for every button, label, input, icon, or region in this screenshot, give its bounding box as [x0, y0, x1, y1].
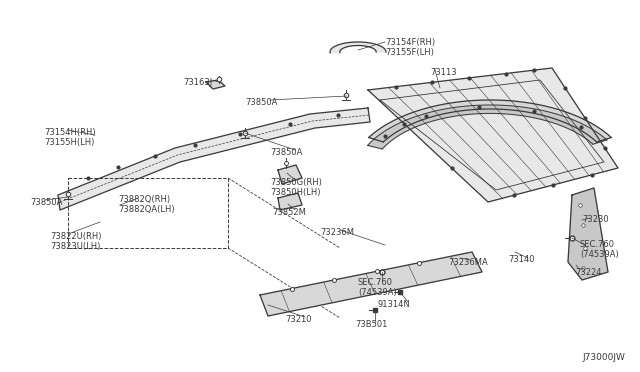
Text: SEC.760
(74539A): SEC.760 (74539A) — [358, 278, 397, 297]
Text: 73236M: 73236M — [320, 228, 354, 237]
Text: 91314N: 91314N — [378, 300, 411, 309]
Polygon shape — [58, 108, 370, 210]
Text: 73154H(RH)
73155H(LH): 73154H(RH) 73155H(LH) — [44, 128, 95, 147]
Polygon shape — [206, 80, 225, 89]
Polygon shape — [278, 165, 302, 184]
Polygon shape — [568, 188, 608, 280]
Text: 73882Q(RH)
73882QA(LH): 73882Q(RH) 73882QA(LH) — [118, 195, 175, 214]
Polygon shape — [278, 193, 302, 210]
Polygon shape — [367, 105, 607, 149]
Text: 73822U(RH)
73823U(LH): 73822U(RH) 73823U(LH) — [50, 232, 102, 251]
Text: 73140: 73140 — [508, 255, 534, 264]
Text: 73850A: 73850A — [245, 98, 277, 107]
Polygon shape — [330, 42, 386, 53]
Text: 73B501: 73B501 — [355, 320, 387, 329]
Text: 73850A: 73850A — [270, 148, 302, 157]
Polygon shape — [368, 68, 618, 202]
Text: 73113: 73113 — [430, 68, 456, 77]
Text: 73230: 73230 — [582, 215, 609, 224]
Text: 73163J: 73163J — [183, 78, 212, 87]
Text: 73154F(RH)
73155F(LH): 73154F(RH) 73155F(LH) — [385, 38, 435, 57]
Text: 73850A: 73850A — [30, 198, 62, 207]
Text: 73850G(RH)
73850H(LH): 73850G(RH) 73850H(LH) — [270, 178, 322, 198]
Text: 73852M: 73852M — [272, 208, 306, 217]
Text: SEC.760
(74539A): SEC.760 (74539A) — [580, 240, 619, 259]
Polygon shape — [369, 100, 611, 142]
Text: 73210: 73210 — [285, 315, 312, 324]
Polygon shape — [260, 252, 482, 316]
Text: 73236MA: 73236MA — [448, 258, 488, 267]
Text: J73000JW: J73000JW — [582, 353, 625, 362]
Text: 73224: 73224 — [575, 268, 602, 277]
